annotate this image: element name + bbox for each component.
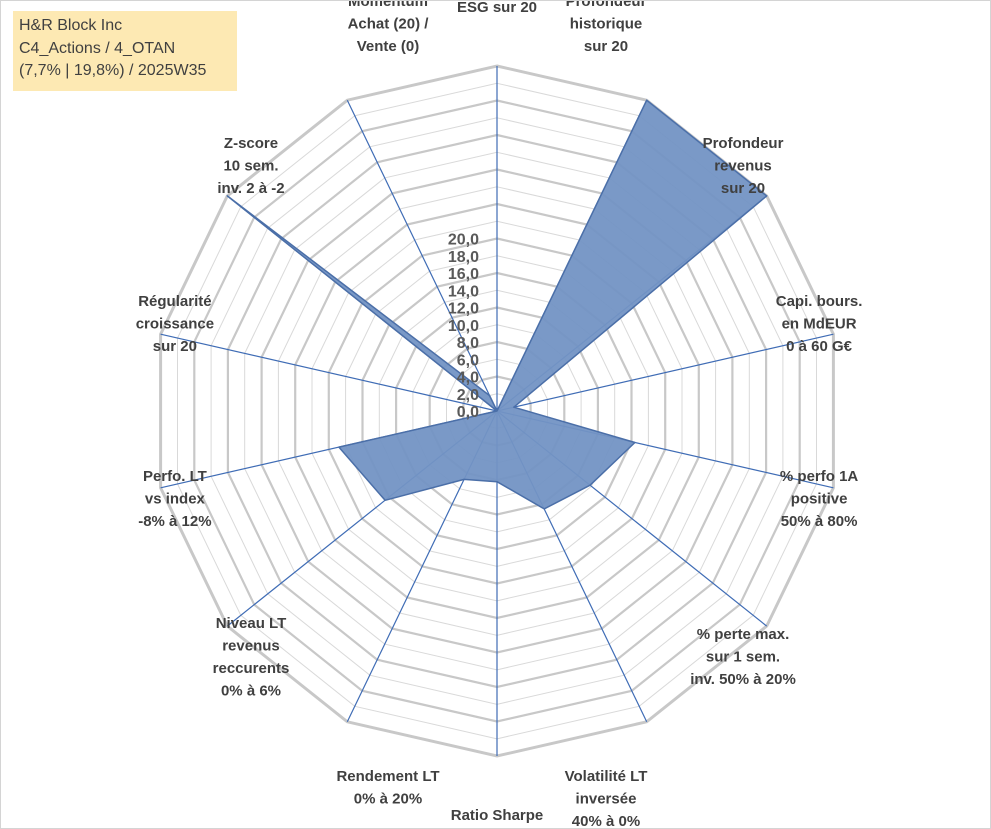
axis-label-line: vs index [145, 491, 206, 508]
axis-label-line: revenus [222, 637, 280, 654]
axis-label-line: inversée [576, 791, 637, 808]
axis-label: Perfo. LT vs index -8% à 12% [138, 468, 211, 530]
tick-label: 8,0 [457, 335, 479, 352]
axis-label: Rendement LT 0% à 20% [336, 768, 439, 808]
axis-label-line: inv. 50% à 20% [690, 671, 796, 688]
axis-label-line: % perte max. [697, 626, 790, 643]
tick-label: 18,0 [448, 249, 479, 266]
axis-label: NoteESG sur 20 [457, 1, 537, 16]
info-stats: (7,7% | 19,8%) / 2025W35 [19, 62, 207, 79]
axis-label: Momentum Achat (20) / Vente (0) [348, 1, 430, 55]
axis-label-line: en MdEUR [782, 315, 857, 332]
axis-label-line: Rendement LT [336, 768, 439, 785]
axis-label-line: sur 20 [584, 38, 628, 55]
axis-label: Ratio Sharpe0 à 1 [451, 807, 544, 828]
axis-label-line: Profondeur [566, 1, 647, 10]
tick-label: 14,0 [448, 283, 479, 300]
axis-label-line: Achat (20) / [348, 16, 430, 33]
series-area [226, 99, 768, 510]
tick-label: 4,0 [457, 370, 479, 387]
axis-label-line: inv. 2 à -2 [217, 180, 284, 197]
axis-spoke [346, 99, 498, 412]
axis-label-line: 50% à 80% [781, 513, 858, 530]
axis-spoke [496, 333, 834, 412]
axis-label: Profondeur historique sur 20 [566, 1, 647, 55]
axis-label-line: 40% à 0% [572, 813, 640, 828]
tick-label: 12,0 [448, 301, 479, 318]
axis-label-line: historique [570, 16, 643, 33]
axis-label-line: 0 à 60 G€ [786, 338, 853, 355]
tick-label: 2,0 [457, 387, 479, 404]
axis-label-line: Profondeur [703, 135, 784, 152]
info-box: H&R Block Inc C4_Actions / 4_OTAN (7,7% … [13, 11, 237, 91]
axis-label-line: Perfo. LT [143, 468, 207, 485]
axis-label: Régularité croissance sur 20 [136, 293, 214, 355]
tick-label: 0,0 [457, 404, 479, 421]
axis-label-line: sur 20 [153, 338, 197, 355]
axis-label-line: Régularité [138, 293, 211, 310]
axis-label-line: % perfo 1A [780, 468, 859, 485]
axis-label: Capi. bours. en MdEUR 0 à 60 G€ [776, 293, 863, 355]
axis-label-line: Volatilité LT [565, 768, 648, 785]
axis-label-line: 0% à 20% [354, 791, 422, 808]
axis-label-line: Momentum [348, 1, 428, 10]
info-company: H&R Block Inc [19, 17, 123, 34]
axis-label-line: -8% à 12% [138, 513, 211, 530]
axis-spoke [160, 333, 498, 412]
axis-label-line: Vente (0) [357, 38, 420, 55]
axis-label-line: reccurents [213, 660, 290, 677]
axis-label-line: Z-score [224, 135, 278, 152]
axis-label-line: 10 sem. [223, 157, 278, 174]
axis-label-line: Capi. bours. [776, 293, 863, 310]
tick-label: 20,0 [448, 232, 479, 249]
axis-label-line: croissance [136, 315, 214, 332]
tick-label: 16,0 [448, 266, 479, 283]
axis-label: Volatilité LT inversée 40% à 0% [565, 768, 648, 828]
tick-label: 6,0 [457, 352, 479, 369]
axis-label: Profondeur revenus sur 20 [703, 135, 784, 197]
axis-label: Z-score 10 sem. inv. 2 à -2 [217, 135, 284, 197]
axis-label: % perfo 1A positive 50% à 80% [780, 468, 859, 530]
axis-label-line: revenus [714, 157, 772, 174]
axis-label-line: 0% à 6% [221, 682, 281, 699]
axis-label-line: sur 20 [721, 180, 765, 197]
axis-label-line: ESG sur 20 [457, 1, 537, 16]
axis-label: % perte max. sur 1 sem. inv. 50% à 20% [690, 626, 796, 688]
tick-label: 10,0 [448, 318, 479, 335]
info-category: C4_Actions / 4_OTAN [19, 39, 176, 57]
axis-label-line: Niveau LT [216, 615, 287, 632]
axis-label-line: sur 1 sem. [706, 649, 780, 666]
axis-label: Niveau LT revenus reccurents 0% à 6% [213, 615, 290, 700]
axis-label-line: Ratio Sharpe [451, 807, 544, 824]
axis-label-line: positive [791, 491, 848, 508]
